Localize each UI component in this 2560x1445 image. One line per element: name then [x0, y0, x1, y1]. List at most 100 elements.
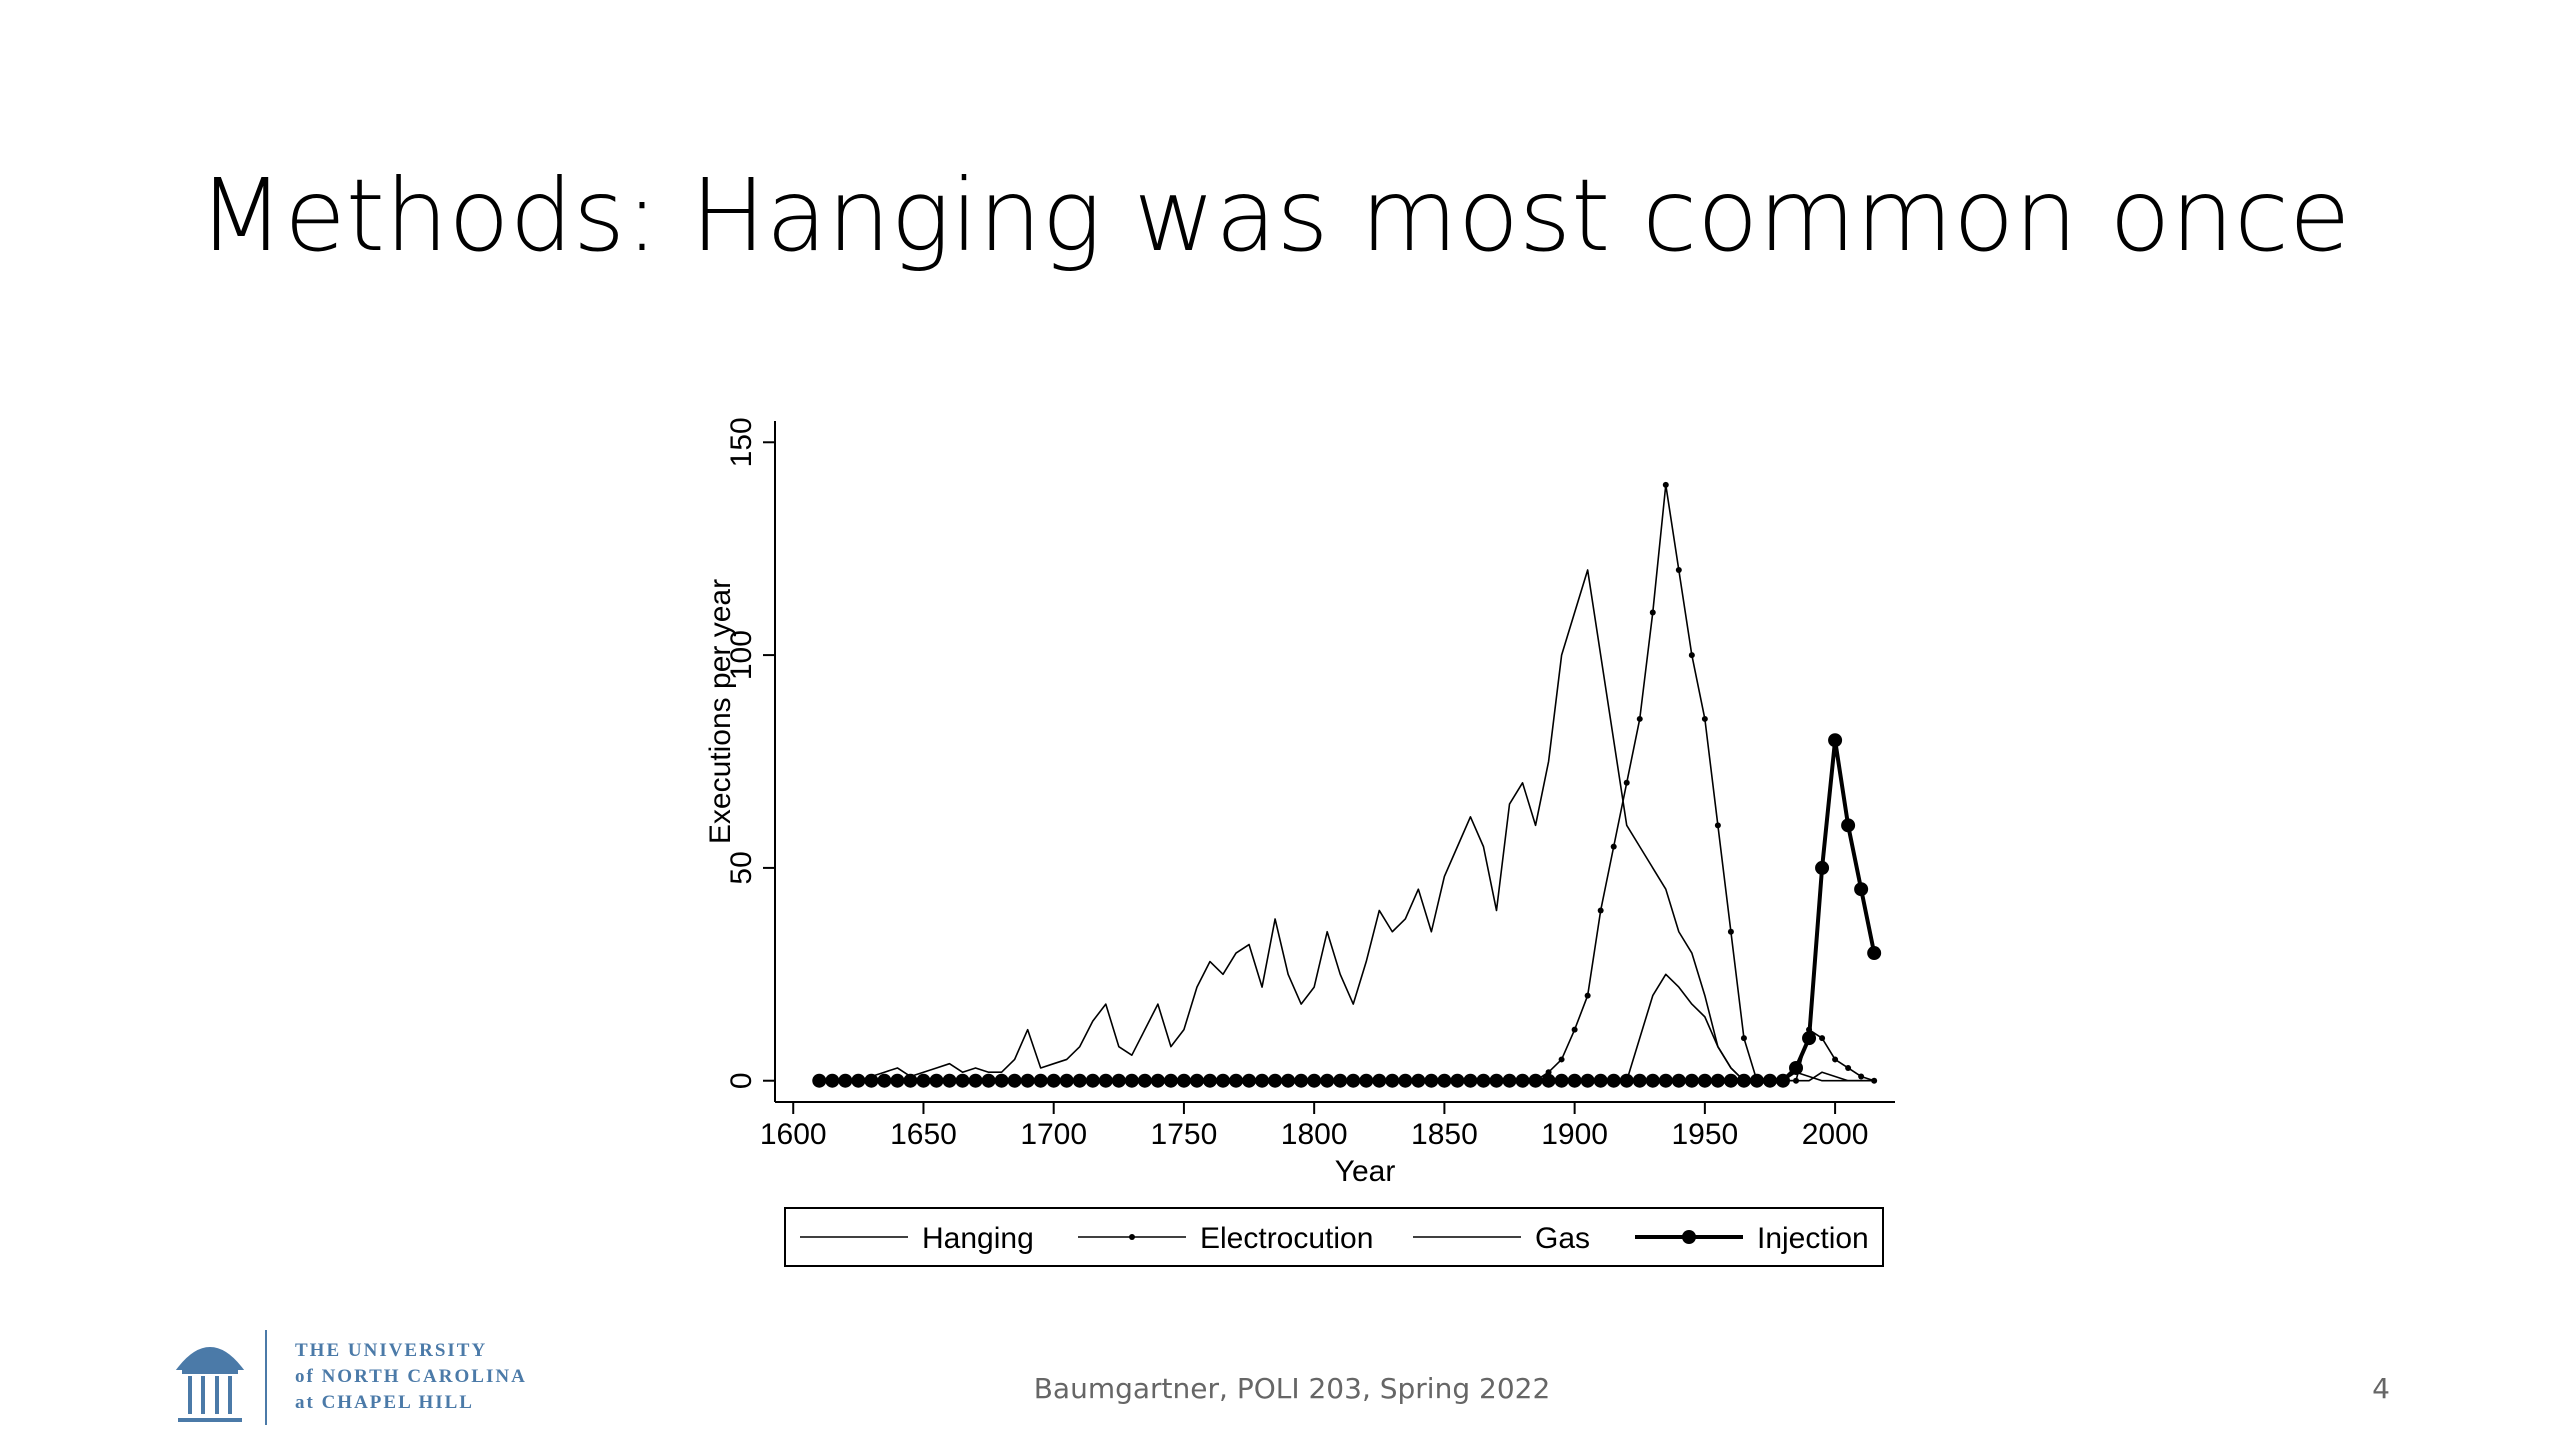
data-point	[1584, 992, 1591, 999]
data-point	[1636, 715, 1643, 722]
data-point	[1580, 1073, 1595, 1088]
data-point	[1020, 1073, 1035, 1088]
data-point	[1541, 1073, 1556, 1088]
data-point	[1072, 1073, 1087, 1088]
chart: 0 50 100 150 1600 1650 1700 1750 1800 1850 1900 195…	[704, 417, 1895, 1267]
data-point	[1137, 1073, 1152, 1088]
data-point	[1606, 1073, 1621, 1088]
data-point	[1645, 1073, 1660, 1088]
legend-marker	[1682, 1230, 1696, 1244]
data-point	[1476, 1073, 1491, 1088]
footer: Baumgartner, POLI 203, Spring 2022	[1034, 1372, 1551, 1405]
data-point	[1841, 818, 1856, 833]
data-point	[1802, 1031, 1817, 1046]
data-point	[1675, 566, 1682, 573]
x-tick-label: 1800	[1281, 1118, 1348, 1151]
logo-text: of NORTH CAROLINA	[295, 1366, 527, 1387]
data-point	[1632, 1073, 1647, 1088]
data-point	[1619, 1073, 1634, 1088]
y-axis-title: Executions per year	[704, 579, 737, 844]
data-point	[1858, 1073, 1865, 1080]
data-point	[825, 1073, 840, 1088]
data-point	[1163, 1073, 1178, 1088]
y-tick-label: 150	[725, 417, 758, 467]
data-point	[1776, 1073, 1790, 1088]
data-point	[1320, 1073, 1335, 1088]
data-point	[903, 1073, 918, 1088]
data-point	[812, 1073, 827, 1088]
data-point	[916, 1073, 931, 1088]
x-tick-label: 1950	[1671, 1118, 1738, 1151]
data-point	[1411, 1073, 1426, 1088]
data-point	[1593, 1073, 1608, 1088]
x-tick-label: 1850	[1411, 1118, 1478, 1151]
logo	[175, 1330, 267, 1425]
data-point	[1202, 1073, 1217, 1088]
x-tick-label: 1650	[890, 1118, 957, 1151]
data-point	[1189, 1073, 1204, 1088]
data-point	[1515, 1073, 1530, 1088]
data-point	[1789, 1060, 1804, 1075]
x-tick-label: 1750	[1151, 1118, 1218, 1151]
data-point	[1832, 1056, 1839, 1063]
data-point	[1007, 1073, 1022, 1088]
data-point	[981, 1073, 996, 1088]
data-point	[1033, 1073, 1048, 1088]
data-point	[1623, 779, 1630, 786]
data-point	[1828, 733, 1843, 748]
data-point	[864, 1073, 879, 1088]
data-point	[1150, 1073, 1165, 1088]
data-point	[1176, 1073, 1191, 1088]
data-point	[838, 1073, 853, 1088]
data-point	[1437, 1073, 1452, 1088]
legend-label: Gas	[1535, 1222, 1590, 1255]
legend-label: Injection	[1757, 1222, 1869, 1255]
data-point	[1610, 843, 1617, 850]
data-point	[1111, 1073, 1126, 1088]
data-point	[1736, 1073, 1751, 1088]
data-point	[1740, 1035, 1747, 1042]
data-point	[1697, 1073, 1712, 1088]
data-point	[1059, 1073, 1074, 1088]
data-point	[1242, 1073, 1257, 1088]
legend-marker	[1129, 1234, 1135, 1240]
slide-title: Methods: Hanging was most common once	[198, 157, 2351, 274]
data-point	[1554, 1073, 1569, 1088]
data-point	[1398, 1073, 1413, 1088]
data-point	[1710, 1073, 1725, 1088]
data-point	[1571, 1026, 1578, 1033]
x-tick-label: 2000	[1802, 1118, 1869, 1151]
y-tick-label: 0	[725, 1072, 758, 1089]
data-point	[1216, 1073, 1230, 1088]
data-point	[1098, 1073, 1113, 1088]
data-point	[890, 1073, 905, 1088]
data-point	[1567, 1073, 1582, 1088]
page-number: 4	[2372, 1372, 2390, 1405]
data-point	[994, 1073, 1009, 1088]
series-line	[819, 569, 1875, 1082]
data-point	[1307, 1073, 1322, 1088]
data-point	[955, 1073, 970, 1088]
data-point	[1845, 1064, 1852, 1071]
data-point	[1255, 1073, 1270, 1088]
data-point	[1528, 1073, 1543, 1088]
data-point	[942, 1073, 957, 1088]
data-point	[1727, 928, 1734, 935]
data-point	[1372, 1073, 1387, 1088]
data-point	[1793, 1077, 1800, 1084]
x-tick-label: 1900	[1541, 1118, 1608, 1151]
data-point	[1658, 1073, 1673, 1088]
data-point	[1597, 907, 1604, 914]
data-point	[1046, 1073, 1061, 1088]
logo-text: at CHAPEL HILL	[295, 1392, 474, 1413]
data-point	[1854, 882, 1869, 897]
x-axis-title: Year	[1335, 1155, 1396, 1188]
data-point	[1558, 1056, 1565, 1063]
x-tick-label: 1700	[1020, 1118, 1087, 1151]
data-point	[1749, 1073, 1764, 1088]
data-point	[1294, 1073, 1309, 1088]
data-point	[1688, 652, 1695, 659]
logo-text: THE UNIVERSITY	[295, 1340, 487, 1361]
data-point	[1684, 1073, 1699, 1088]
